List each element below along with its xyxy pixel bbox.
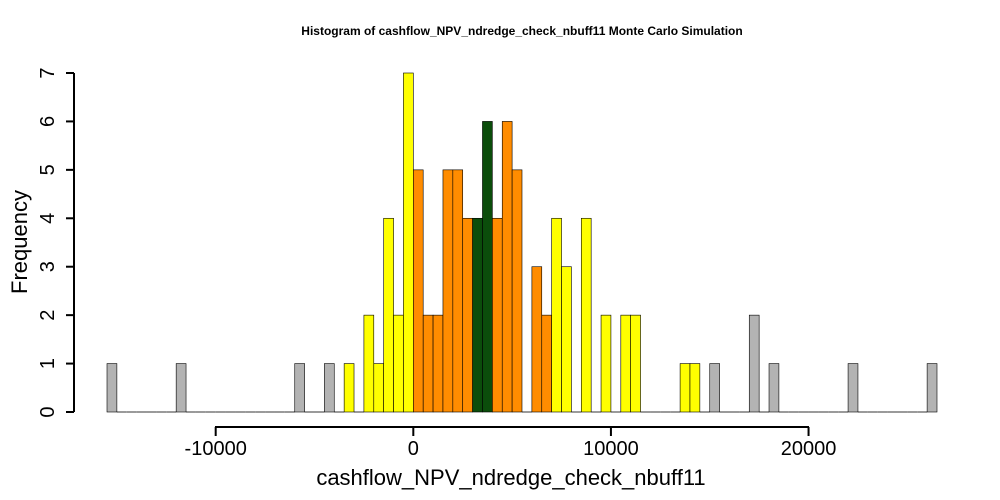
y-tick-label: 2 — [37, 310, 59, 321]
x-axis-title: cashflow_NPV_ndredge_check_nbuff11 — [316, 465, 705, 490]
histogram-bar — [472, 217, 483, 413]
histogram-bar — [630, 314, 641, 413]
histogram-bar — [679, 363, 691, 413]
y-tick-label: 7 — [37, 67, 59, 78]
x-tick-label: -10000 — [185, 438, 247, 460]
histogram-bar — [709, 363, 720, 413]
histogram-bar — [324, 363, 335, 413]
histogram-bar — [600, 314, 612, 413]
y-tick-label: 0 — [37, 406, 59, 417]
x-tick-label: 10000 — [583, 438, 639, 460]
x-axis: -10000 0 10000 20000 — [185, 426, 837, 460]
histogram-bar — [580, 217, 592, 413]
histogram-bar — [175, 363, 187, 413]
y-tick-label: 4 — [37, 213, 59, 224]
histogram-bar — [511, 169, 523, 413]
histogram-bar — [343, 363, 355, 413]
histogram-bar — [561, 266, 572, 413]
histogram-bar — [403, 72, 414, 413]
histogram-bar — [462, 217, 473, 413]
histogram-bar — [501, 121, 513, 413]
histogram-bar — [748, 314, 760, 413]
histogram-bar — [294, 363, 305, 413]
histogram-bar — [442, 169, 454, 413]
x-tick-label: 0 — [408, 438, 419, 460]
histogram-bar — [541, 314, 552, 413]
histogram-bar — [768, 363, 780, 413]
y-tick-label: 5 — [37, 164, 59, 175]
histogram-bar — [452, 169, 464, 413]
histogram-bar — [847, 363, 859, 413]
y-axis-title: Frequency — [7, 190, 32, 294]
histogram-bar — [689, 363, 701, 413]
histogram-bar — [531, 266, 543, 413]
chart-title: Histogram of cashflow_NPV_ndredge_check_… — [301, 24, 742, 38]
bars-layer — [106, 72, 938, 413]
histogram-bar — [492, 217, 503, 413]
histogram-bar — [363, 314, 375, 413]
histogram-bar — [926, 363, 938, 413]
histogram-bar — [620, 314, 631, 413]
y-tick-label: 3 — [37, 261, 59, 272]
histogram-bar — [413, 169, 424, 413]
histogram-bar — [551, 217, 562, 413]
histogram-bar — [432, 314, 444, 413]
histogram-bar — [373, 363, 384, 413]
histogram-bar — [482, 121, 493, 413]
y-tick-label: 6 — [37, 116, 59, 127]
x-tick-label: 20000 — [781, 438, 837, 460]
histogram-bar — [106, 363, 118, 413]
y-axis: 0 1 2 3 4 5 6 7 — [37, 67, 75, 418]
histogram-bar — [383, 217, 394, 413]
histogram-bar — [422, 314, 434, 413]
histogram-bar — [393, 314, 404, 413]
y-tick-label: 1 — [37, 358, 59, 369]
